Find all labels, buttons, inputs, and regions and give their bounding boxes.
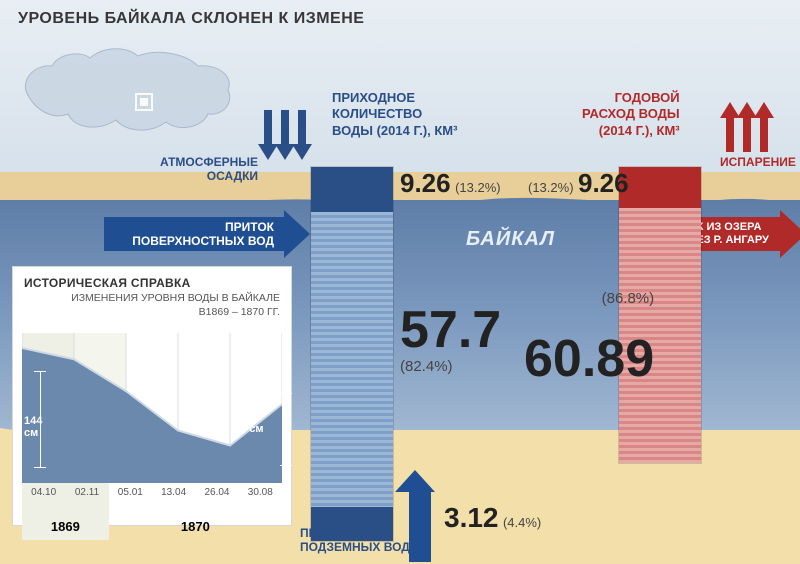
precip-arrows-icon [258,110,312,166]
history-chart: 144 см 84 см [22,333,282,483]
groundwater-label: ПРИТОК ПОДЗЕМНЫХ ВОД [300,526,410,555]
history-heading: ИСТОРИЧЕСКАЯ СПРАВКА [24,276,280,290]
inflow-seg-precip [311,167,393,212]
history-xtick: 13.04 [152,483,195,517]
history-xtick: 30.08 [239,483,282,517]
history-year: 1870 [109,517,282,540]
outflow-seg-evap [619,167,701,208]
history-year: 1869 [22,517,109,540]
inflow-seg-surface [311,212,393,507]
surface-inflow-label: ПРИТОК ПОВЕРХНОСТНЫХ ВОД [104,217,284,251]
inflow-surface-value: 57.7 (82.4%) [400,300,501,375]
outflow-evap-value: (13.2%) 9.26 [528,168,629,199]
inflow-title: ПРИХОДНОЕ КОЛИЧЕСТВО ВОДЫ (2014 Г.), КМ³ [332,90,457,139]
groundwater-value: 3.12 (4.4%) [444,502,541,534]
outflow-title-l2: РАСХОД ВОДЫ [582,106,680,122]
inflow-title-l2: КОЛИЧЕСТВО [332,106,457,122]
history-xtick: 26.04 [195,483,238,517]
history-years: 18691870 [22,517,282,540]
history-xtick: 05.01 [109,483,152,517]
precip-label: АТМОСФЕРНЫЕ ОСАДКИ [160,155,258,183]
outflow-angara-value: (86.8%) 60.89 [524,290,654,389]
inflow-title-l1: ПРИХОДНОЕ [332,90,457,106]
inflow-title-l3: ВОДЫ (2014 Г.), КМ³ [332,123,457,139]
evaporation-label: ИСПАРЕНИЕ [720,155,796,169]
outflow-title-l1: ГОДОВОЙ [582,90,680,106]
lake-label: БАЙКАЛ [466,228,555,251]
history-xtick: 04.10 [22,483,65,517]
inflow-bar [310,166,394,542]
history-sub: ИЗМЕНЕНИЯ УРОВНЯ ВОДЫ В БАЙКАЛЕ В1869 – … [24,292,280,319]
page-title: УРОВЕНЬ БАЙКАЛА СКЛОНЕН К ИЗМЕНЕ [18,10,364,28]
history-xtick: 02.11 [65,483,108,517]
russia-map [18,36,238,146]
inflow-precip-value: 9.26 (13.2%) [400,168,501,199]
surface-inflow-arrow: ПРИТОК ПОВЕРХНОСТНЫХ ВОД [104,210,310,258]
outflow-title: ГОДОВОЙ РАСХОД ВОДЫ (2014 Г.), КМ³ [582,90,680,139]
outflow-title-l3: (2014 Г.), КМ³ [582,123,680,139]
history-xaxis: 04.1002.1105.0113.0426.0430.08 [22,483,282,517]
history-panel: ИСТОРИЧЕСКАЯ СПРАВКА ИЗМЕНЕНИЯ УРОВНЯ ВО… [12,266,292,526]
evap-arrows-icon [720,96,774,152]
